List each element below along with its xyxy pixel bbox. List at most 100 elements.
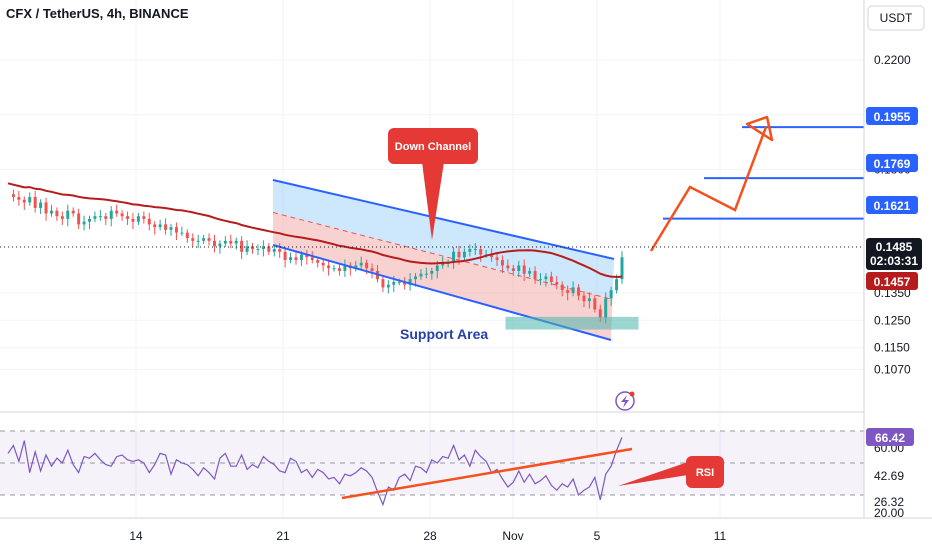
candle-body — [316, 260, 320, 263]
candle-body — [229, 240, 233, 244]
candle-body — [609, 290, 613, 299]
price-tick-label: 0.2200 — [874, 53, 911, 67]
candle-body — [359, 262, 363, 266]
candle-body — [528, 270, 532, 274]
candle-body — [251, 246, 254, 250]
candle-body — [435, 265, 439, 271]
alert-icon[interactable] — [615, 391, 635, 411]
projection-path[interactable] — [649, 126, 768, 252]
candle-body — [517, 265, 521, 271]
candle-body — [522, 265, 526, 274]
svg-text:0.1769: 0.1769 — [874, 157, 911, 171]
rsi-line — [7, 437, 623, 507]
candle-body — [414, 276, 418, 280]
svg-text:0.1955: 0.1955 — [874, 110, 911, 124]
candle-body — [566, 290, 570, 293]
candle-body — [473, 249, 477, 251]
candle-body — [490, 254, 494, 258]
candle-body — [571, 287, 575, 293]
support-area-zone[interactable] — [505, 316, 639, 330]
candle-body — [620, 257, 624, 280]
candle-body — [66, 210, 70, 219]
candle-body — [39, 202, 43, 208]
candle-body — [419, 273, 423, 277]
candle-body — [462, 251, 466, 258]
candle-body — [153, 224, 157, 228]
candle-body — [354, 265, 358, 269]
down-channel-top-line[interactable] — [272, 179, 615, 260]
candle-body — [403, 281, 407, 285]
currency-label: USDT — [880, 11, 913, 25]
svg-text:0.1457: 0.1457 — [874, 275, 911, 289]
candle-body — [104, 216, 108, 219]
target-lines — [663, 126, 864, 220]
candle-body — [500, 260, 504, 266]
svg-text:66.42: 66.42 — [875, 431, 905, 445]
candle-body — [142, 216, 146, 219]
candle-body — [495, 257, 499, 261]
svg-text:0.1621: 0.1621 — [874, 199, 911, 213]
candle-body — [120, 213, 124, 217]
candle-body — [126, 216, 130, 219]
time-tick-label: Nov — [502, 529, 523, 543]
down-channel-callout: Down Channel — [388, 128, 478, 240]
time-tick-label: 28 — [423, 529, 437, 543]
candle-body — [392, 281, 396, 285]
candle-body — [544, 276, 548, 280]
candle-body — [305, 254, 309, 258]
rsi-callout-label: RSI — [696, 467, 714, 479]
candle-body — [604, 298, 608, 318]
candle-body — [212, 240, 216, 247]
rsi-tick-label: 26.32 — [874, 495, 904, 509]
candle-body — [370, 268, 374, 271]
candle-body — [381, 279, 385, 288]
candle-body — [299, 254, 303, 261]
currency-selector[interactable]: USDT — [867, 5, 925, 31]
candle-body — [289, 257, 293, 261]
candle-body — [240, 240, 244, 252]
ma-price-badge: 0.1457 — [866, 272, 918, 290]
candle-body — [397, 281, 401, 283]
rsi-tick-label: 20.00 — [874, 506, 904, 520]
target-badge-3: 0.1621 — [866, 196, 918, 214]
candle-body — [337, 268, 341, 271]
candle-body — [272, 249, 276, 252]
candle-body — [424, 273, 428, 275]
candle-body — [511, 268, 515, 271]
candle-body — [283, 251, 287, 261]
candle-body — [506, 265, 510, 269]
moving-average-line — [7, 182, 623, 279]
candle-body — [136, 216, 140, 222]
candle-body — [164, 224, 168, 230]
candle-body — [218, 243, 222, 247]
candle-body — [327, 265, 331, 269]
candle-body — [321, 262, 325, 266]
rsi-callout: RSI — [618, 456, 724, 488]
price-tick-label: 0.1150 — [874, 341, 910, 355]
candle-body — [196, 240, 200, 242]
candle-body — [310, 257, 314, 261]
price-tick-label: 0.1250 — [874, 313, 911, 327]
candle-body — [71, 210, 75, 214]
candle-body — [60, 216, 64, 219]
target-badge-2: 0.1769 — [866, 154, 918, 172]
candlestick-series — [11, 189, 624, 324]
candle-body — [245, 246, 249, 252]
candle-body — [185, 232, 189, 239]
candle-body — [615, 279, 619, 291]
last-price-badge: 0.1485 02:03:31 — [866, 238, 922, 270]
time-axis[interactable]: 14 21 28 Nov 5 11 — [129, 529, 726, 543]
candle-body — [598, 309, 602, 318]
price-tick-label: 0.1070 — [874, 363, 911, 377]
rsi-trendline[interactable] — [341, 447, 633, 500]
candle-body — [234, 240, 238, 244]
candle-body — [555, 281, 559, 285]
candle-body — [93, 216, 97, 219]
candle-body — [11, 194, 15, 197]
candle-body — [256, 249, 260, 251]
candle-body — [560, 284, 564, 291]
candle-body — [332, 268, 336, 270]
candle-body — [223, 240, 227, 244]
